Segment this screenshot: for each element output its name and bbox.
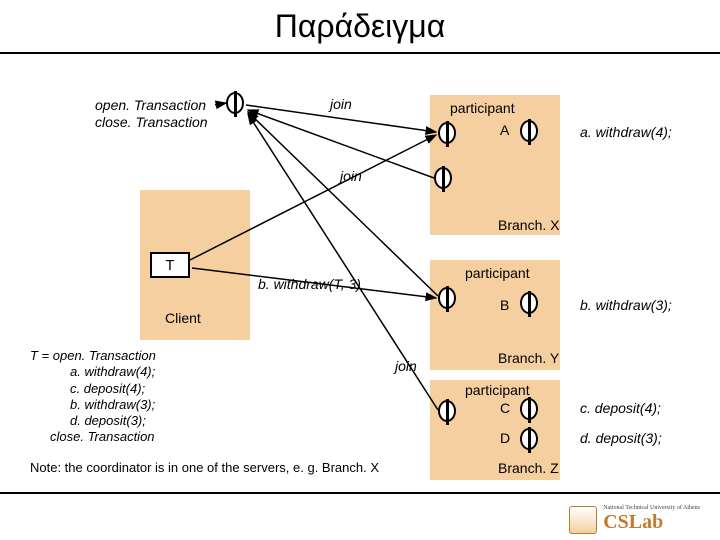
branch-x-box	[430, 95, 560, 235]
edge-join-3: join	[395, 358, 417, 374]
branch-z-call-d: d. deposit(3);	[580, 430, 662, 446]
rule-bottom	[0, 492, 720, 494]
ntua-logo-icon	[569, 506, 597, 534]
branch-y-call-b: b. withdraw(3);	[580, 297, 672, 313]
cslab-name: CSLab	[603, 511, 663, 533]
branch-z-c-port-icon	[520, 398, 538, 420]
tx-l4: b. withdraw(3);	[30, 397, 156, 413]
branch-z-account-c: C	[500, 400, 510, 416]
api-open: open. Transaction	[95, 97, 206, 113]
edge-join-2: join	[340, 168, 362, 184]
slide-title: Παράδειγμα	[275, 8, 445, 45]
branch-z-label: Branch. Z	[498, 460, 559, 476]
client-port-icon	[226, 92, 244, 114]
tx-l5: d. deposit(3);	[30, 413, 156, 429]
branch-z-account-d: D	[500, 430, 510, 446]
branch-z-call-c: c. deposit(4);	[580, 400, 661, 416]
edge-join-1: join	[330, 96, 352, 112]
connection-lines	[0, 0, 720, 540]
tx-l6: close. Transaction	[30, 429, 156, 445]
branch-x-join-port-icon	[434, 167, 452, 189]
branch-y-participant: participant	[465, 265, 530, 281]
branch-y-account-b: B	[500, 297, 509, 313]
rule-top	[0, 52, 720, 54]
cslab-brand: National Technical University of Athens …	[603, 505, 700, 534]
branch-x-a-port-icon	[520, 120, 538, 142]
api-close: close. Transaction	[95, 114, 208, 130]
branch-z-d-port-icon	[520, 428, 538, 450]
branch-x-label: Branch. X	[498, 217, 559, 233]
tx-l1: T = open. Transaction	[30, 348, 156, 364]
branch-x-call-a: a. withdraw(4);	[580, 124, 672, 140]
tx-l2: a. withdraw(4);	[30, 364, 156, 380]
branch-z-participant: participant	[465, 382, 530, 398]
branch-x-account-a: A	[500, 122, 509, 138]
branch-y-b-port-icon	[520, 292, 538, 314]
tx-l3: c. deposit(4);	[30, 381, 156, 397]
footer-logo: National Technical University of Athens …	[569, 505, 700, 534]
client-label: Client	[165, 310, 201, 326]
transaction-t-box: T	[150, 252, 190, 278]
transaction-code: T = open. Transaction a. withdraw(4); c.…	[30, 348, 156, 446]
footnote: Note: the coordinator is in one of the s…	[30, 460, 379, 475]
branch-x-coord-port-icon	[438, 122, 456, 144]
branch-y-coord-port-icon	[438, 287, 456, 309]
branch-y-label: Branch. Y	[498, 350, 559, 366]
edge-bwithdraw: b. withdraw(T, 3)	[258, 276, 361, 292]
branch-z-coord-port-icon	[438, 400, 456, 422]
branch-x-participant: participant	[450, 100, 515, 116]
